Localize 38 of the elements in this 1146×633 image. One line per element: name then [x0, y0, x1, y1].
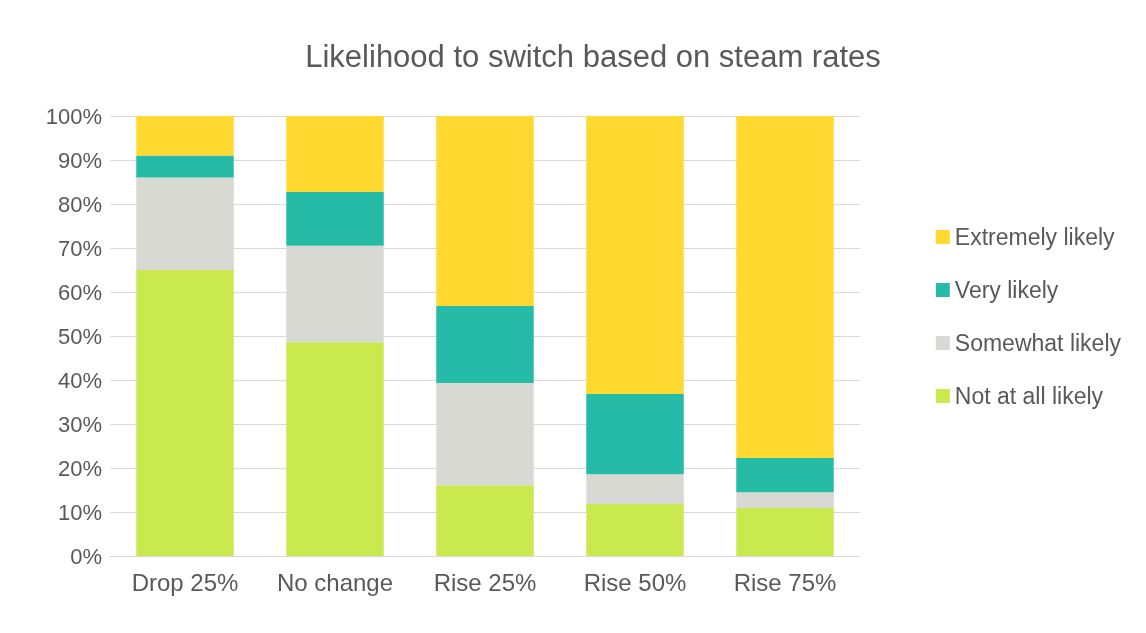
bar: [136, 116, 234, 156]
bar: [586, 116, 684, 395]
bar: [436, 306, 534, 384]
legend-label: Not at all likely: [954, 383, 1104, 409]
bar: [736, 508, 834, 556]
y-tick-label: 50%: [57, 323, 102, 349]
y-tick-label: 80%: [57, 191, 102, 217]
bar: [286, 116, 384, 193]
y-tick-label: 10%: [57, 499, 102, 525]
x-tick-label: Rise 75%: [733, 568, 837, 596]
y-tick-label: 30%: [57, 411, 102, 437]
legend-label: Very likely: [954, 277, 1059, 303]
bar: [736, 116, 834, 458]
bar: [436, 116, 534, 307]
x-tick-label: Rise 50%: [583, 568, 687, 596]
bar: [286, 342, 384, 556]
bar: [286, 192, 384, 246]
x-tick-label: Rise 25%: [433, 568, 537, 596]
y-tick-label: 100%: [45, 103, 102, 129]
legend-label: Extremely likely: [954, 224, 1116, 250]
bar: [586, 504, 684, 556]
y-tick-label: 90%: [57, 147, 102, 173]
bar: [586, 474, 684, 505]
x-tick-label: Drop 25%: [131, 568, 239, 596]
y-tick-label: 40%: [57, 367, 102, 393]
chart-title: Likelihood to switch based on steam rates: [305, 39, 881, 74]
legend-label: Somewhat likely: [954, 330, 1122, 356]
bar: [136, 270, 234, 556]
bar: [436, 485, 534, 556]
bar: [736, 457, 834, 493]
y-tick-label: 60%: [57, 279, 102, 305]
y-tick-label: 70%: [57, 235, 102, 261]
bar: [736, 492, 834, 509]
x-tick-label: No change: [276, 568, 394, 596]
y-tick-label: 20%: [57, 455, 102, 481]
y-tick-label: 0%: [70, 543, 102, 569]
bar: [136, 155, 234, 178]
bar: [586, 394, 684, 475]
